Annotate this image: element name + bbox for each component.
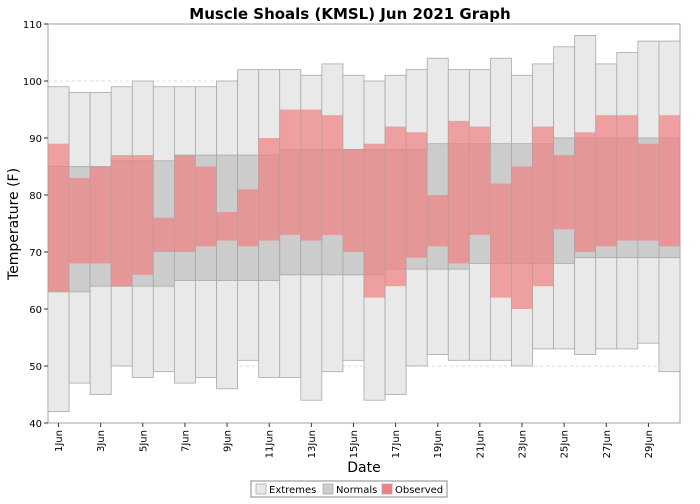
observed-bar-26 [574, 132, 596, 252]
observed-bar-16 [364, 143, 386, 298]
legend-label-observed: Observed [395, 485, 443, 496]
observed-bar-13 [300, 109, 322, 241]
observed-bar-19 [427, 195, 449, 247]
x-tick-label-9Jun: 9Jun [223, 430, 234, 452]
x-tick-label-3Jun: 3Jun [96, 430, 107, 452]
y-tick-label-40: 40 [29, 419, 42, 430]
observed-bar-2 [69, 177, 91, 264]
x-tick-label-27Jun: 27Jun [602, 430, 613, 458]
observed-bar-5 [132, 155, 154, 275]
axes: 40 50 60 70 80 90 100 110 1Jun 3Jun 5Jun 7Jun 9Jun 11… [23, 20, 655, 458]
y-axis-label: Temperature (F) [6, 168, 22, 281]
x-tick-label-11Jun: 11Jun [265, 430, 276, 458]
legend-swatch-extremes [255, 483, 267, 495]
observed-bar-6 [153, 217, 175, 252]
y-tick-label-50: 50 [29, 362, 42, 373]
bars [47, 35, 681, 412]
y-tick-label-80: 80 [29, 191, 42, 202]
observed-bar-22 [490, 183, 512, 298]
x-tick-label-1Jun: 1Jun [54, 430, 65, 452]
x-tick-label-17Jun: 17Jun [391, 430, 402, 458]
observed-bar-12 [279, 109, 301, 235]
y-tick-label-110: 110 [23, 20, 42, 31]
y-tick-label-100: 100 [23, 77, 42, 88]
observed-bar-9 [216, 212, 238, 241]
x-tick-label-21Jun: 21Jun [475, 430, 486, 458]
observed-bar-1 [48, 143, 70, 292]
observed-bar-18 [406, 132, 428, 258]
chart-title: Muscle Shoals (KMSL) Jun 2021 Graph [189, 5, 510, 23]
observed-bar-24 [532, 126, 554, 287]
observed-bar-30 [658, 115, 680, 247]
observed-bar-17 [385, 126, 407, 287]
observed-bar-28 [616, 115, 638, 241]
observed-bar-23 [511, 166, 533, 309]
legend-swatch-normals [322, 483, 334, 495]
y-tick-label-90: 90 [29, 134, 42, 145]
observed-bar-27 [595, 115, 617, 247]
legend: Extremes Normals Observed [250, 480, 448, 498]
observed-bar-25 [553, 155, 575, 230]
observed-bar-3 [90, 166, 112, 264]
legend-label-normals: Normals [336, 485, 377, 496]
x-tick-label-5Jun: 5Jun [138, 430, 149, 452]
observed-bar-7 [174, 155, 196, 252]
x-tick-label-19Jun: 19Jun [433, 430, 444, 458]
observed-bar-8 [195, 166, 217, 247]
y-tick-label-70: 70 [29, 248, 42, 259]
observed-bar-11 [258, 138, 280, 241]
observed-bar-21 [469, 126, 491, 235]
x-axis-label: Date [347, 460, 380, 476]
observed-bar-10 [237, 189, 259, 247]
x-tick-label-13Jun: 13Jun [307, 430, 318, 458]
y-tick-label-60: 60 [29, 305, 42, 316]
x-tick-label-15Jun: 15Jun [349, 430, 360, 458]
observed-bar-15 [342, 149, 364, 252]
legend-swatch-observed [381, 483, 393, 495]
x-tick-label-25Jun: 25Jun [560, 430, 571, 458]
legend-box [250, 480, 448, 498]
legend-label-extremes: Extremes [269, 485, 316, 496]
observed-bar-14 [321, 115, 343, 235]
observed-bar-29 [637, 143, 659, 241]
x-tick-label-23Jun: 23Jun [518, 430, 529, 458]
x-tick-label-7Jun: 7Jun [180, 430, 191, 452]
observed-bar-20 [448, 120, 470, 264]
observed-bar-4 [111, 155, 133, 287]
x-tick-label-29Jun: 29Jun [644, 430, 655, 458]
